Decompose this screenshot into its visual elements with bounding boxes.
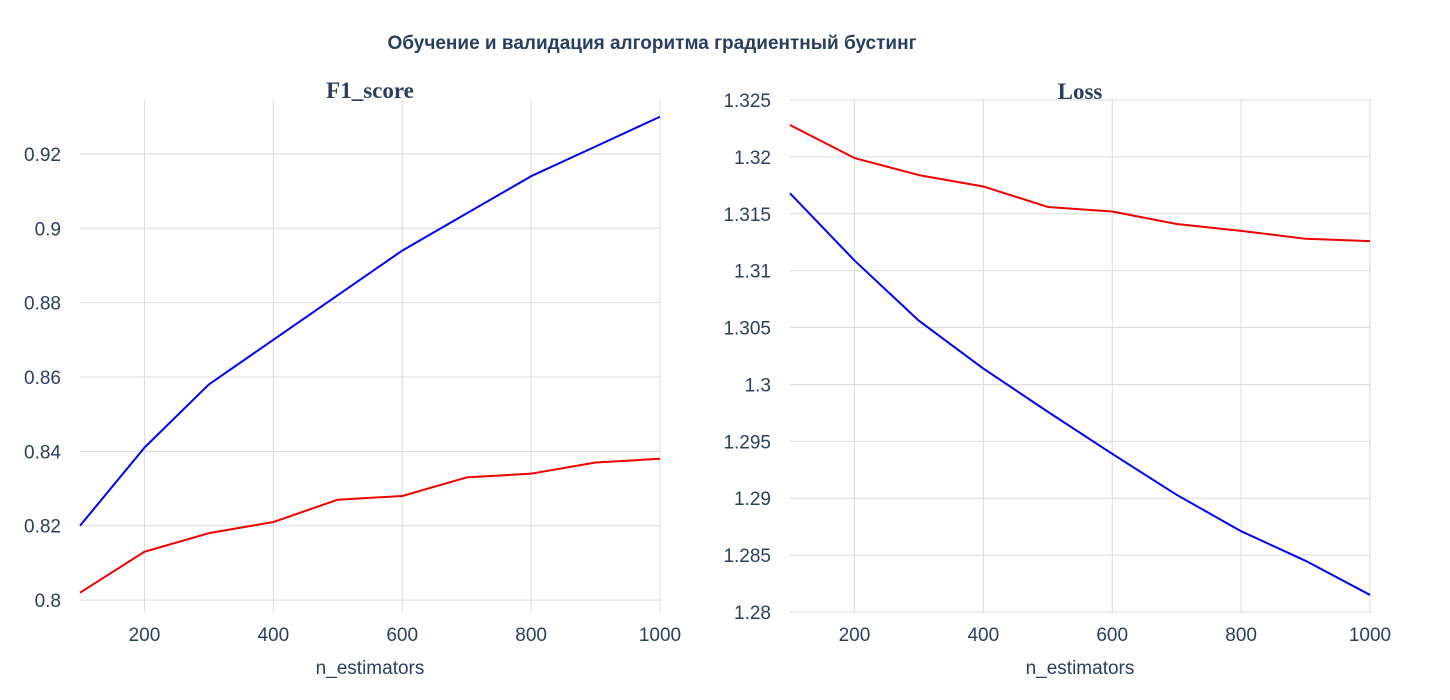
y-tick-label: 1.315: [723, 205, 771, 226]
series-line-red: [789, 124, 1371, 243]
y-tick-label: 1.31: [734, 262, 771, 283]
y-tick-label: 0.82: [24, 517, 61, 538]
x-axis-title: n_estimators: [1026, 658, 1135, 679]
x-axis-title: n_estimators: [316, 658, 425, 679]
series-line-blue: [79, 115, 661, 527]
y-tick-label: 1.295: [723, 432, 771, 453]
x-tick-label: 800: [515, 625, 547, 646]
x-tick-label: 600: [386, 625, 418, 646]
subplot-title: F1_score: [326, 78, 414, 103]
x-tick-label: 400: [257, 625, 289, 646]
subplot-f1-score: 0.8 0.82 0.84 0.86 0.88 0.9 0.92 200 400 600 800 10…: [24, 78, 681, 679]
y-tick-label: 1.3: [745, 375, 771, 396]
y-tick-label: 0.86: [24, 368, 61, 389]
y-tick-label: 1.325: [723, 91, 771, 112]
chart-title: Обучение и валидация алгоритма градиентн…: [388, 33, 917, 54]
x-tick-label: 400: [967, 625, 999, 646]
y-tick-label: 1.32: [734, 148, 771, 169]
x-tick-label: 200: [839, 625, 871, 646]
y-tick-label: 0.9: [35, 219, 61, 240]
y-tick-label: 1.28: [734, 603, 771, 624]
series-line-red: [79, 457, 661, 594]
x-tick-label: 200: [129, 625, 161, 646]
subplot-loss: 1.28 1.285 1.29 1.295 1.3 1.305 1.31 1.315 1.32 1…: [723, 79, 1391, 679]
x-tick-label: 1000: [639, 625, 681, 646]
y-tick-label: 0.88: [24, 294, 61, 315]
subplot-title: Loss: [1058, 79, 1103, 104]
y-tick-label: 1.305: [723, 319, 771, 340]
x-tick-label: 1000: [1349, 625, 1391, 646]
x-tick-label: 800: [1225, 625, 1257, 646]
y-tick-label: 0.92: [24, 145, 61, 166]
y-tick-label: 1.285: [723, 546, 771, 567]
x-tick-label: 600: [1096, 625, 1128, 646]
y-tick-label: 0.84: [24, 442, 61, 463]
y-tick-label: 0.8: [35, 591, 61, 612]
series-line-blue: [789, 192, 1371, 596]
y-tick-label: 1.29: [734, 489, 771, 510]
